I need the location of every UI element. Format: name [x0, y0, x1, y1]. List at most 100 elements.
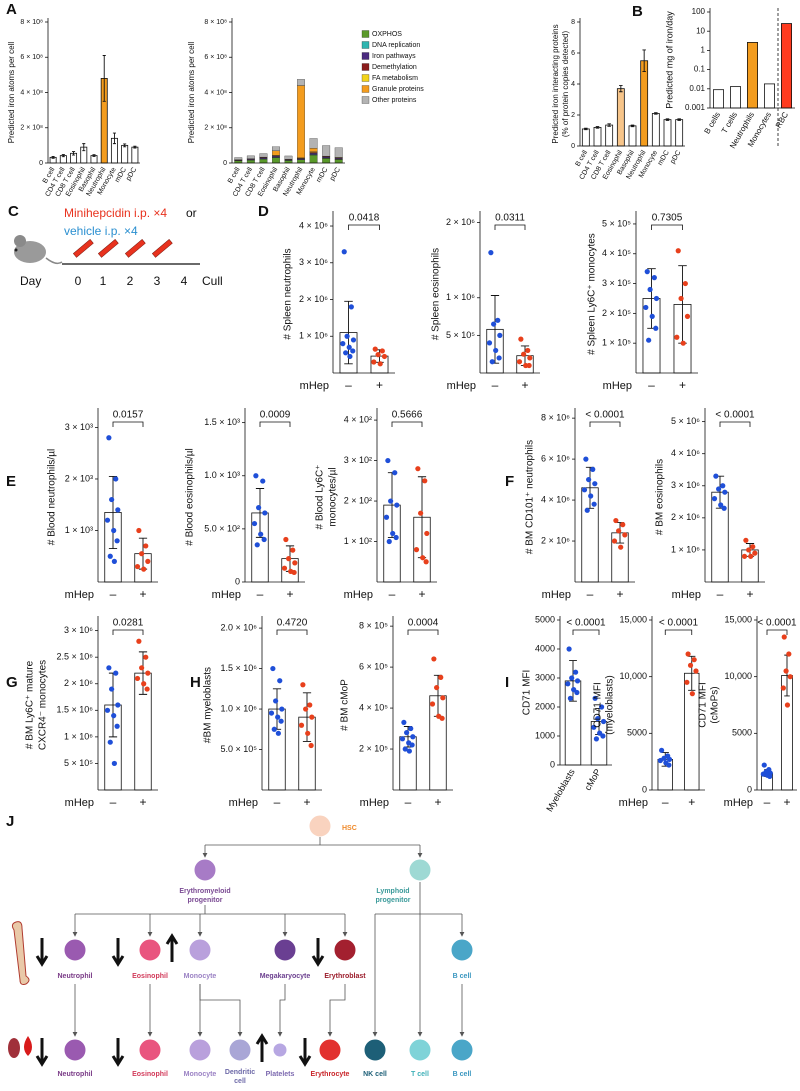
blood-cell	[272, 1042, 288, 1058]
data-point	[385, 457, 391, 464]
y-tick-label: 2 × 10⁵	[359, 743, 388, 753]
error-bar	[51, 156, 55, 159]
data-point	[290, 547, 296, 553]
data-point	[141, 681, 147, 687]
x-tick-label: +	[139, 795, 146, 809]
blood-label: B cell	[453, 1071, 472, 1078]
data-point	[721, 505, 727, 511]
p-value: 0.0311	[495, 213, 525, 224]
legend-label: DNA replication	[372, 42, 420, 49]
x-tick-label: +	[679, 378, 686, 392]
data-point	[291, 569, 297, 576]
bone-marrow-cell	[138, 938, 162, 962]
data-point	[422, 478, 428, 484]
data-point	[106, 435, 112, 441]
data-point	[141, 566, 147, 572]
bar-segment	[246, 155, 255, 159]
data-point	[588, 493, 594, 499]
data-point	[340, 341, 346, 347]
significance-bracket	[651, 224, 683, 230]
bone-marrow-label: Neutrophil	[58, 973, 93, 980]
bone-marrow-label: Erythroblast	[324, 973, 366, 980]
x-tick-label: –	[257, 587, 264, 601]
legend-swatch	[361, 30, 370, 38]
y-tick-label: 3 × 10⁶	[299, 257, 328, 267]
data-point	[279, 706, 285, 712]
data-point	[566, 646, 572, 652]
p-value: 0.0418	[349, 213, 380, 224]
bone-marrow-label: Megakaryocyte	[260, 973, 311, 980]
tree-line	[75, 905, 345, 915]
y-tick-label: 0	[39, 160, 43, 167]
bar	[593, 127, 602, 147]
data-point	[134, 675, 141, 682]
decrease-arrow	[35, 938, 49, 967]
y-tick-label: 5 × 10⁵	[602, 218, 631, 228]
data-point	[526, 362, 532, 369]
data-point	[399, 736, 406, 742]
y-axis-label: CXCR4⁻ monocytes	[38, 660, 49, 750]
y-tick-label: 0	[747, 784, 752, 794]
x-tick-label: –	[648, 378, 655, 392]
data-point	[256, 505, 262, 511]
day-tick: 2	[127, 274, 134, 288]
p-value: < 0.0001	[585, 410, 625, 421]
data-point	[525, 347, 531, 354]
data-point	[616, 528, 622, 534]
data-point	[270, 665, 276, 672]
p-value: 0.4720	[277, 618, 308, 629]
blood-label: NK cell	[363, 1071, 387, 1078]
data-point	[278, 718, 284, 724]
y-tick-label: 3000	[535, 672, 555, 682]
panel-letter: D	[258, 203, 269, 220]
x-tick-label: +	[746, 587, 753, 601]
blood-cell	[363, 1038, 387, 1062]
data-point	[622, 532, 628, 538]
x-tick-label: +	[376, 378, 383, 392]
data-point	[262, 510, 268, 516]
data-point	[271, 726, 277, 732]
bar	[581, 128, 590, 147]
treatment-label: Minihepcidin i.p. ×4	[64, 206, 167, 220]
data-point	[261, 536, 267, 543]
data-point	[574, 678, 581, 684]
panel-letter: H	[190, 674, 201, 691]
legend-label: FA metabolism	[372, 75, 418, 82]
data-point	[388, 498, 394, 504]
x-tick-label: pDC	[125, 166, 138, 182]
data-point	[107, 553, 113, 559]
x-tick-label: –	[389, 587, 396, 601]
data-point	[518, 336, 524, 342]
y-tick-label: 3 × 10²	[344, 455, 372, 465]
x-tick-label: –	[587, 587, 594, 601]
error-bar	[654, 112, 658, 115]
data-point	[251, 520, 258, 527]
bar	[764, 83, 776, 109]
y-tick-label: 1 × 10⁶	[299, 331, 328, 341]
data-point	[439, 715, 445, 721]
x-tick-label: –	[492, 378, 499, 392]
error-bar	[82, 143, 86, 152]
y-tick-label: 1 × 10⁶	[671, 544, 700, 554]
y-tick-label: 1 × 10²	[344, 536, 372, 546]
bar	[713, 89, 725, 109]
decrease-arrow	[311, 938, 325, 967]
error-bar	[133, 145, 137, 149]
data-point	[423, 559, 429, 565]
error-bar	[619, 85, 623, 93]
data-point	[431, 656, 437, 662]
p-value: 0.7305	[652, 213, 683, 224]
data-point	[303, 706, 309, 712]
y-tick-label: 10,000	[619, 671, 647, 681]
bar	[605, 124, 614, 147]
y-tick-label: 6 × 10⁵	[359, 661, 388, 671]
y-axis-label: # BM eosinophils	[655, 459, 666, 535]
data-point	[767, 773, 773, 780]
y-tick-label: 15,000	[724, 614, 752, 624]
blood-drop-icon	[24, 1036, 32, 1056]
y-tick-label: 4 × 10⁸	[20, 89, 43, 96]
y-tick-label: 3 × 10⁶	[64, 625, 93, 635]
data-point	[104, 517, 111, 523]
progenitor-label: Lymphoid	[376, 888, 409, 895]
data-point	[273, 698, 279, 704]
